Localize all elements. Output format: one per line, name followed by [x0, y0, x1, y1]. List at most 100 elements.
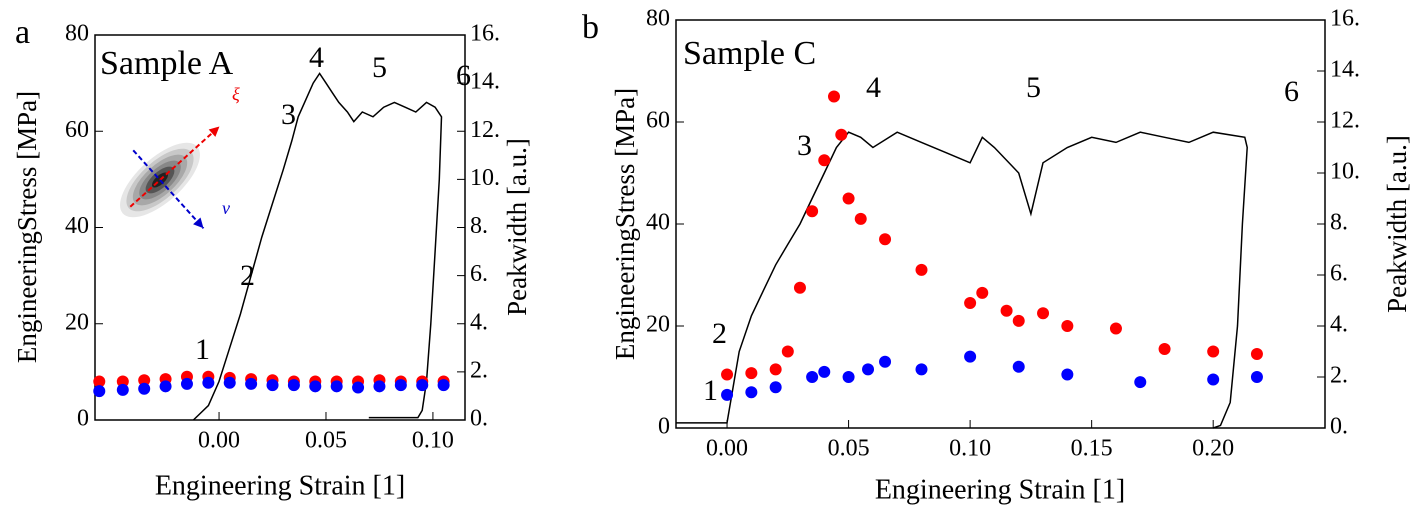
panel-label: a	[15, 14, 30, 51]
peakwidth-point	[1207, 373, 1220, 386]
y2-tick-label: 14.	[1330, 57, 1360, 83]
x-tick-label: 0.05	[305, 428, 347, 454]
annotation: 6	[456, 59, 471, 92]
peakwidth-point	[1000, 304, 1013, 317]
annotation: ν	[222, 198, 230, 218]
peakwidth-point	[1158, 342, 1171, 355]
annotation: ξ	[232, 84, 240, 104]
annotation: 6	[1284, 75, 1299, 108]
panel-label: b	[582, 9, 599, 46]
peakwidth-point	[835, 128, 848, 141]
peakwidth-point	[769, 363, 782, 376]
peakwidth-point	[721, 388, 734, 401]
annotation: Sample C	[683, 35, 816, 72]
peakwidth-point	[818, 365, 831, 378]
stress-line	[676, 131, 1248, 429]
peakwidth-point	[862, 363, 875, 376]
peakwidth-point	[1109, 322, 1122, 335]
peakwidth-point	[976, 286, 989, 299]
peakwidth-point	[138, 374, 151, 387]
annotation: 2	[240, 259, 255, 292]
y2-tick-label: 8.	[470, 213, 488, 239]
peakwidth-point	[842, 192, 855, 205]
y-tick-label: 20	[65, 309, 89, 335]
x-axis-label: Engineering Strain [1]	[875, 474, 1125, 505]
x-tick-label: 0.00	[706, 436, 748, 462]
annotation: 3	[797, 129, 812, 162]
x-tick-label: 0.10	[949, 436, 991, 462]
annotation: 2	[712, 317, 727, 350]
y2-tick-label: 14.	[470, 69, 500, 95]
peakwidth-point	[781, 345, 794, 358]
x-tick-label: 0.10	[412, 428, 454, 454]
y-axis-label: EngineeringStress [MPa]	[12, 91, 42, 363]
y-tick-label: 0	[77, 406, 89, 432]
peakwidth-point	[915, 363, 928, 376]
y2-tick-label: 6.	[470, 261, 488, 287]
annotation: Sample A	[100, 45, 234, 82]
peakwidth-point	[827, 90, 840, 103]
peakwidth-point	[964, 297, 977, 310]
y-tick-label: 60	[65, 117, 89, 143]
annotation: 5	[1026, 71, 1041, 104]
peakwidth-point	[93, 375, 106, 388]
y2-axis-label: Peakwidth [a.u.]	[502, 138, 532, 316]
peakwidth-point	[287, 379, 300, 392]
peakwidth-point	[116, 375, 129, 388]
peakwidth-point	[1012, 360, 1025, 373]
y2-tick-label: 8.	[1330, 210, 1348, 236]
y2-tick-label: 12.	[1330, 108, 1360, 134]
peakwidth-point	[1250, 371, 1263, 383]
peakwidth-point	[437, 379, 450, 392]
peakwidth-point	[745, 386, 758, 399]
y2-tick-label: 0.	[470, 406, 488, 432]
peakwidth-point	[1207, 345, 1220, 358]
peakwidth-point	[309, 380, 322, 393]
y-tick-label: 80	[646, 6, 670, 32]
x-tick-label: 0.15	[1071, 436, 1113, 462]
x-tick-label: 0.05	[828, 436, 870, 462]
y2-tick-label: 2.	[1330, 363, 1348, 389]
peakwidth-point	[245, 377, 258, 390]
peakwidth-point	[330, 380, 343, 393]
peakwidth-point	[818, 154, 831, 167]
peakwidth-point	[159, 380, 172, 393]
peakwidth-point	[1061, 368, 1074, 381]
y-tick-label: 20	[646, 312, 670, 338]
peakwidth-point	[352, 381, 365, 394]
annotation: 4	[866, 71, 881, 104]
y2-tick-label: 10.	[470, 165, 500, 191]
peakwidth-point	[1037, 307, 1050, 320]
x-axis-label: Engineering Strain [1]	[155, 470, 405, 501]
peakwidth-point	[879, 355, 892, 368]
peakwidth-point	[964, 350, 977, 363]
inset-arrowhead	[193, 217, 204, 229]
plot-frame	[94, 34, 466, 421]
y2-tick-label: 2.	[470, 357, 488, 383]
y2-tick-label: 0.	[1330, 414, 1348, 440]
annotation: 5	[372, 51, 387, 84]
inset-arrow	[132, 149, 205, 229]
peakwidth-point	[769, 381, 782, 394]
peakwidth-point	[180, 377, 193, 390]
peakwidth-point	[806, 205, 819, 218]
y2-tick-label: 6.	[1330, 261, 1348, 287]
annotation: 4	[309, 41, 324, 74]
y2-tick-label: 16.	[1330, 6, 1360, 32]
annotation: 1	[703, 374, 718, 407]
peakwidth-point	[745, 367, 758, 380]
inset-arrow	[129, 125, 221, 208]
peakwidth-point	[793, 281, 806, 294]
y-axis-label: EngineeringStress [MPa]	[610, 88, 640, 360]
peakwidth-point	[854, 212, 867, 225]
y2-tick-label: 10.	[1330, 159, 1360, 185]
y-tick-label: 40	[65, 213, 89, 239]
annotation: 3	[281, 98, 296, 131]
peakwidth-point	[394, 379, 407, 392]
y2-tick-label: 12.	[470, 117, 500, 143]
y2-axis-label: Peakwidth [a.u.]	[1382, 135, 1412, 313]
peakwidth-point	[373, 380, 386, 393]
x-tick-label: 0.00	[198, 428, 240, 454]
peakwidth-point	[1134, 376, 1147, 389]
